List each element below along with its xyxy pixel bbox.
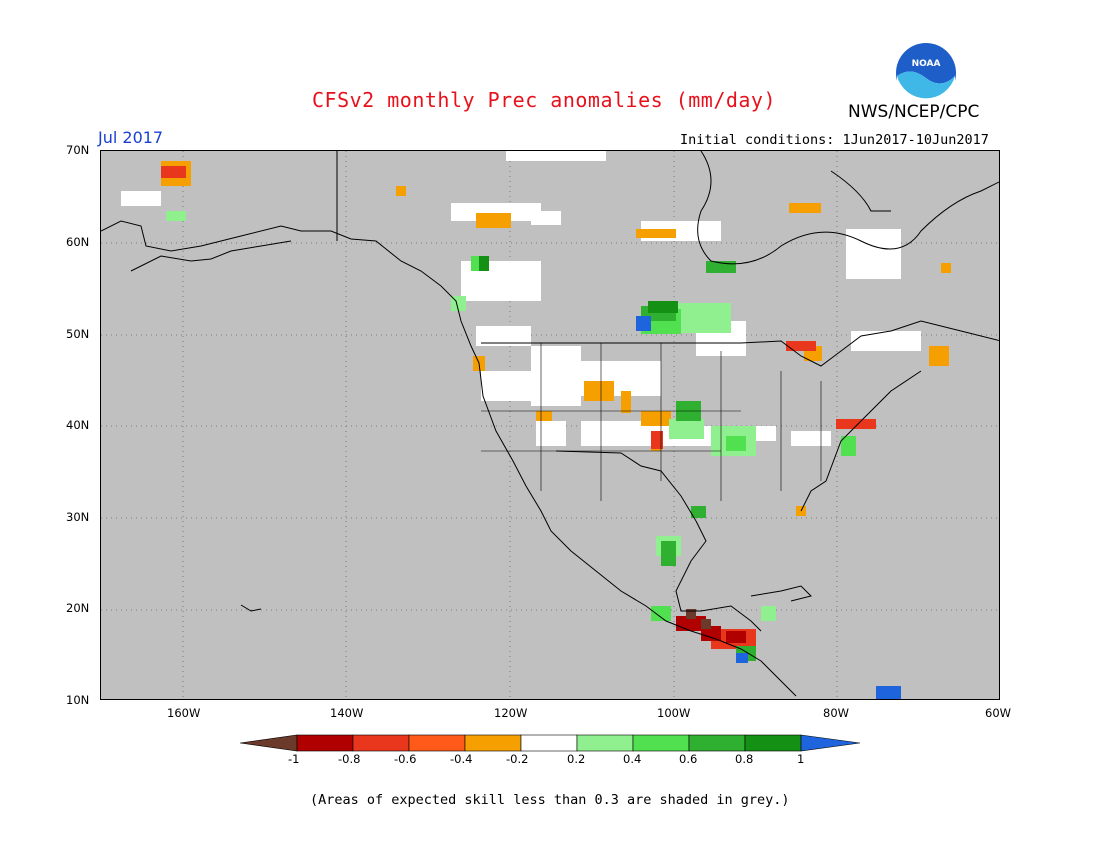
colorbar-arrow-left (239, 734, 298, 752)
precipitation-anomaly-map (100, 150, 1000, 700)
lat-label-30n: 30N (66, 510, 90, 524)
colorbar-label: -0.8 (338, 752, 361, 766)
lat-label-60n: 60N (66, 235, 90, 249)
colorbar-label: 1 (797, 752, 805, 766)
svg-text:NOAA: NOAA (912, 59, 941, 69)
colorbar-label: -1 (288, 752, 300, 766)
initial-conditions: Initial conditions: 1Jun2017-10Jun2017 (680, 132, 989, 148)
forecast-month: Jul 2017 (98, 128, 164, 147)
map-title: CFSv2 monthly Prec anomalies (mm/day) (312, 88, 777, 112)
lat-label-50n: 50N (66, 327, 90, 341)
colorbar-label: 0.2 (567, 752, 586, 766)
lat-label-40n: 40N (66, 418, 90, 432)
colorbar-arrow-right (800, 734, 861, 752)
lon-label-80w: 80W (823, 706, 850, 720)
lon-label-160w: 160W (167, 706, 201, 720)
skill-footnote: (Areas of expected skill less than 0.3 a… (310, 792, 790, 808)
colorbar-label: 0.8 (735, 752, 754, 766)
colorbar-label: 0.4 (623, 752, 642, 766)
colorbar-label: -0.4 (450, 752, 473, 766)
lat-label-20n: 20N (66, 601, 90, 615)
lat-label-10n: 10N (66, 693, 90, 707)
lon-label-120w: 120W (494, 706, 528, 720)
colorbar-label: -0.6 (394, 752, 417, 766)
colorbar-label: -0.2 (506, 752, 529, 766)
lon-label-60w: 60W (985, 706, 1012, 720)
colorbar (239, 733, 861, 753)
colorbar-label: 0.6 (679, 752, 698, 766)
lon-label-100w: 100W (657, 706, 691, 720)
lon-label-140w: 140W (330, 706, 364, 720)
noaa-logo: NOAA (895, 42, 957, 105)
lat-label-70n: 70N (66, 143, 90, 157)
agency-label: NWS/NCEP/CPC (848, 102, 980, 122)
